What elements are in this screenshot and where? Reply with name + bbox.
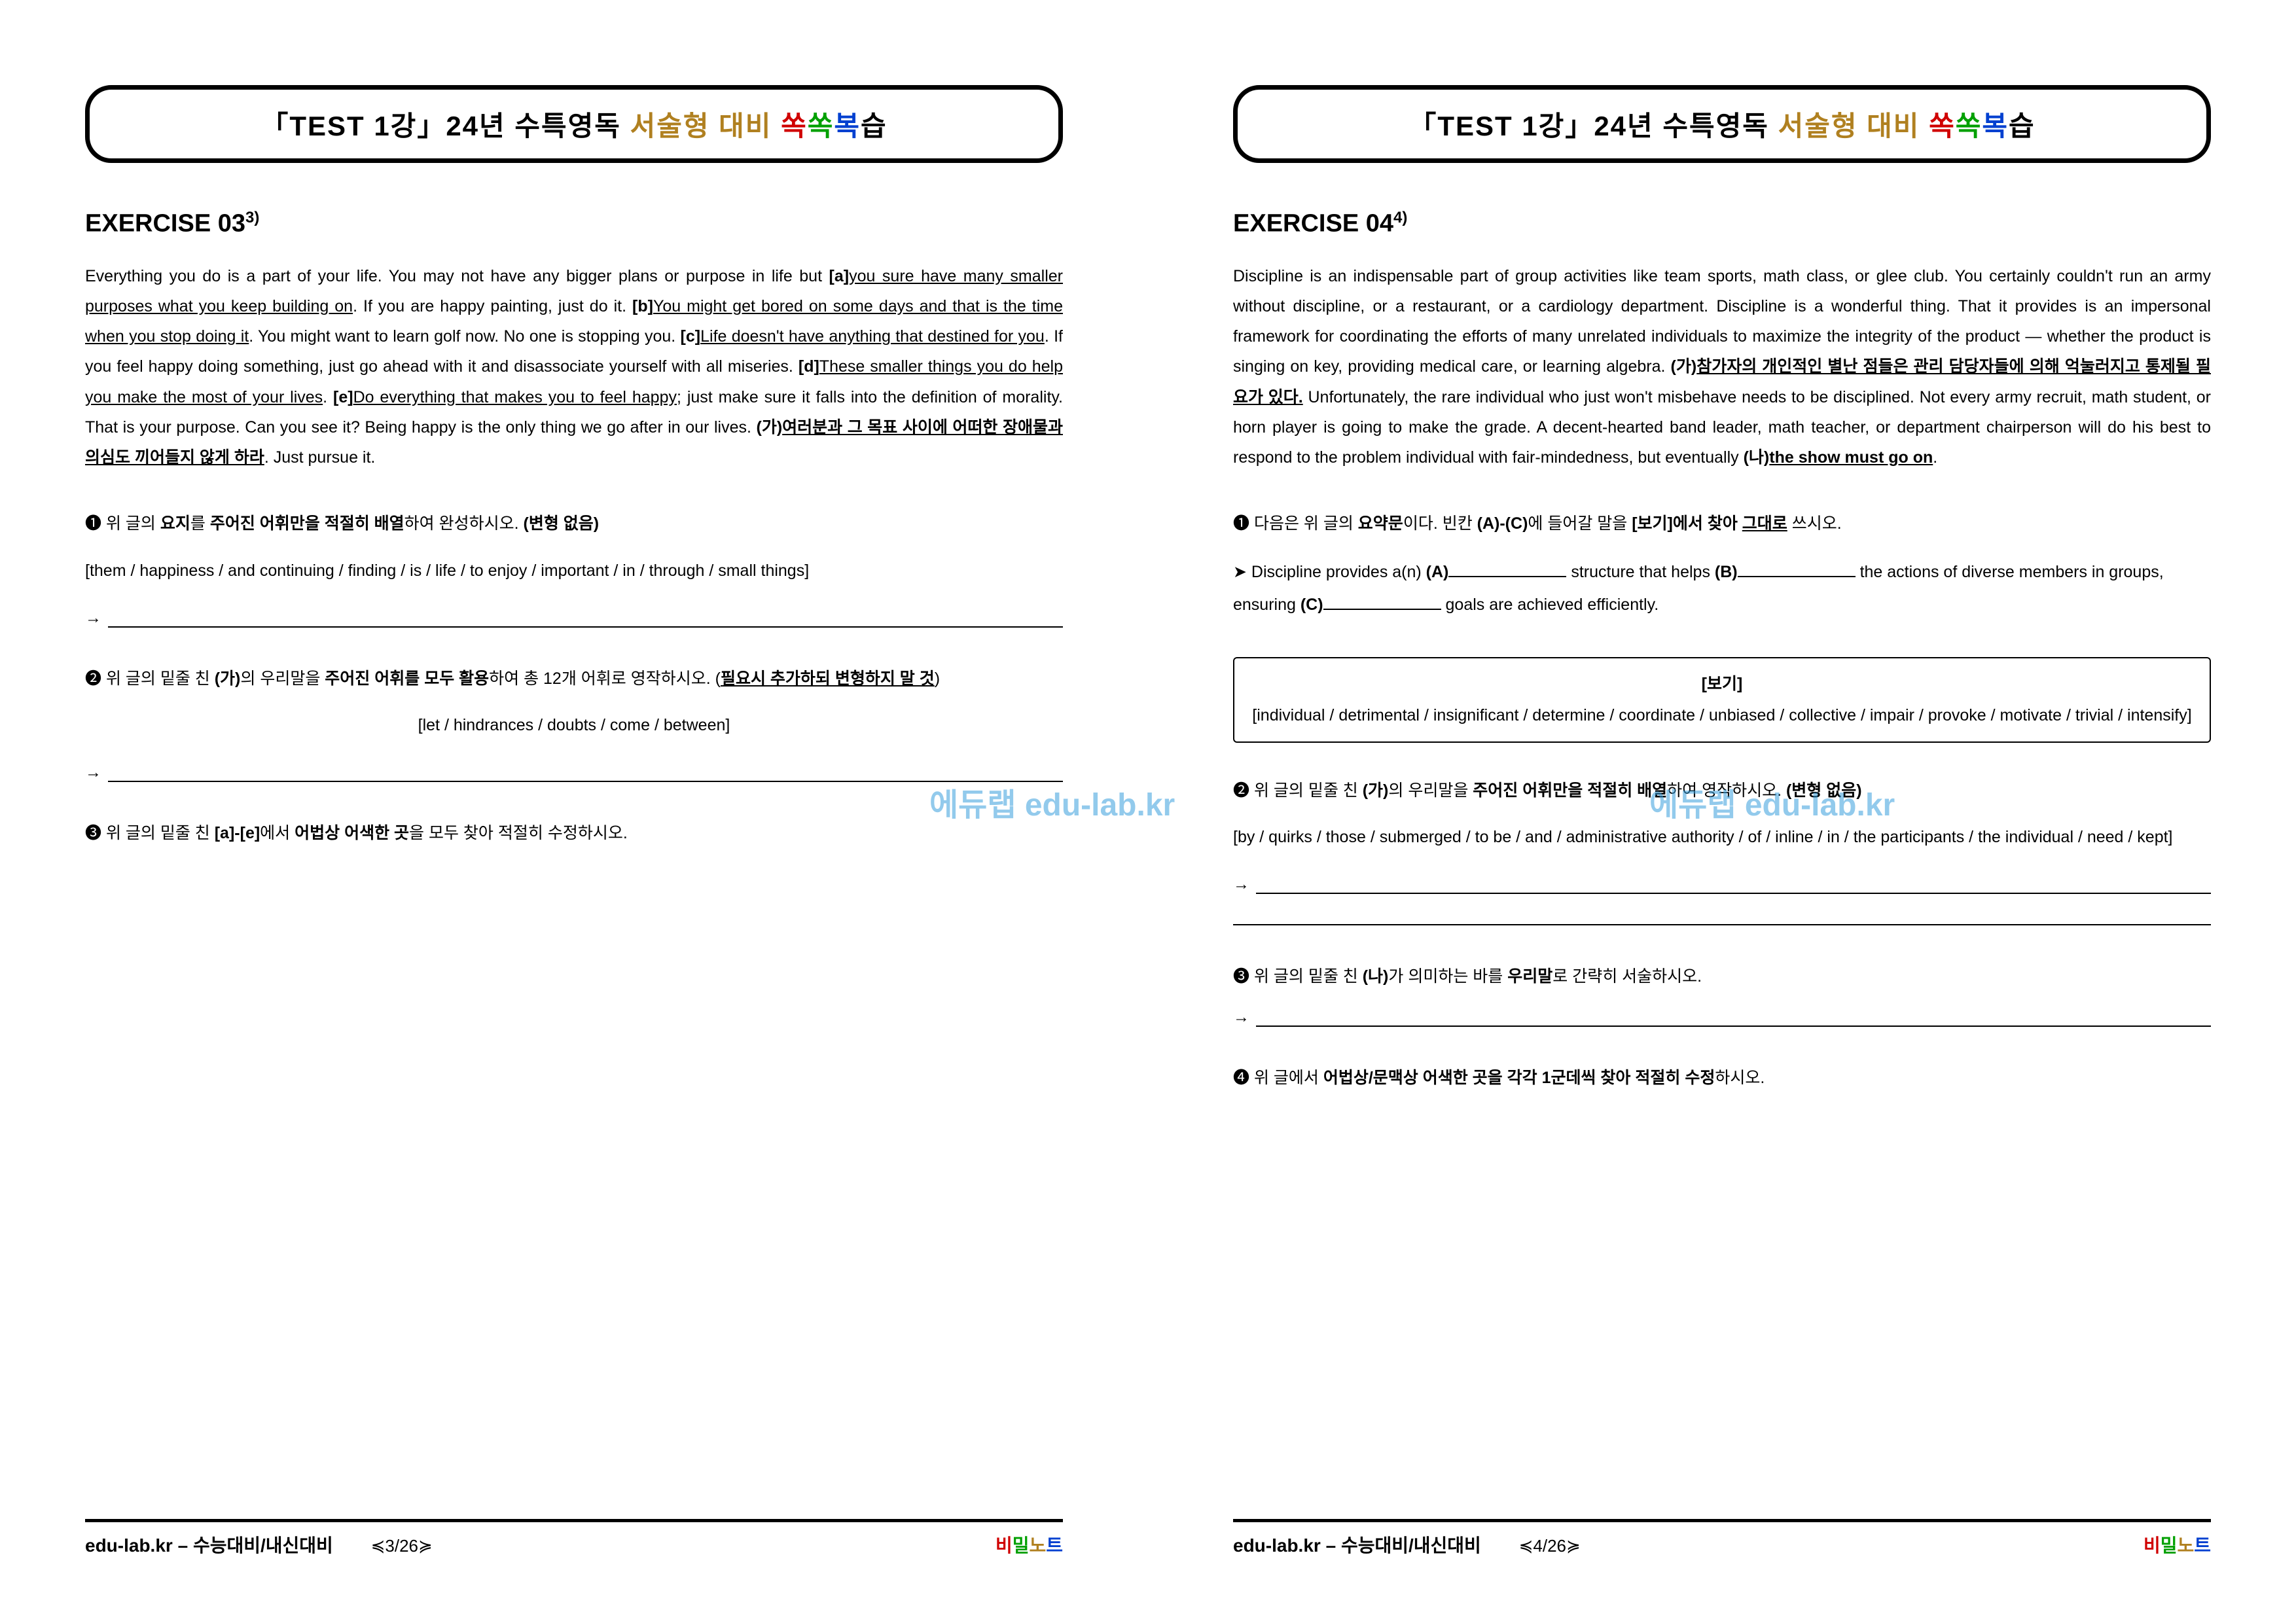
- lesson-header: 「TEST 1강」24년 수특영독 서술형 대비 쏙쏙복습: [1233, 85, 2211, 163]
- exercise-title: EXERCISE 044): [1233, 209, 2211, 238]
- exercise-sup: 3): [245, 209, 259, 226]
- brand-char-4: 트: [2194, 1535, 2211, 1556]
- footer-brand: 비밀노트: [2144, 1531, 2211, 1558]
- brand-char-1: 비: [996, 1535, 1013, 1556]
- footer-site: edu-lab.kr – 수능대비/내신대비: [1233, 1535, 1481, 1556]
- arrow-icon: →: [85, 609, 101, 628]
- question-2-block: ❷ 위 글의 밑줄 친 (가)의 우리말을 주어진 어휘를 모두 활용하여 총 …: [85, 664, 1063, 783]
- header-s3: 복: [834, 111, 861, 141]
- question-3-answer-line: →: [1233, 1008, 2211, 1027]
- brand-char-3: 노: [2177, 1535, 2194, 1556]
- arrow-icon: →: [85, 763, 101, 782]
- header-s4: 습: [2009, 111, 2036, 141]
- question-2-block: ❷ 위 글의 밑줄 친 (가)의 우리말을 주어진 어휘만을 적절히 배열하여 …: [1233, 776, 2211, 926]
- brand-char-3: 노: [1029, 1535, 1046, 1556]
- page-left: 「TEST 1강」24년 수특영독 서술형 대비 쏙쏙복습 EXERCISE 0…: [0, 0, 1148, 1623]
- fill-pre: ➤ Discipline provides a(n): [1233, 563, 1426, 581]
- blank-b: [1738, 563, 1856, 577]
- exercise-title: EXERCISE 033): [85, 209, 1063, 238]
- header-part2: 서술형 대비: [1778, 111, 1929, 141]
- blank-c: [1323, 596, 1441, 610]
- question-3: ❸ 위 글의 밑줄 친 [a]-[e]에서 어법상 어색한 곳을 모두 찾아 적…: [85, 818, 1063, 848]
- word-bank-body: [individual / detrimental / insignifican…: [1251, 702, 2193, 730]
- header-s1: 쏙: [781, 111, 808, 141]
- word-bank-box: [보기] [individual / detrimental / insigni…: [1233, 657, 2211, 743]
- lesson-header-text: 「TEST 1강」24년 수특영독 서술형 대비 쏙쏙복습: [260, 111, 887, 141]
- question-1: ❶ 위 글의 요지를 주어진 어휘만을 적절히 배열하여 완성하시오. (변형 …: [85, 508, 1063, 539]
- brand-char-2: 밀: [2161, 1535, 2178, 1556]
- question-2: ❷ 위 글의 밑줄 친 (가)의 우리말을 주어진 어휘를 모두 활용하여 총 …: [85, 664, 1063, 694]
- lesson-header: 「TEST 1강」24년 수특영독 서술형 대비 쏙쏙복습: [85, 85, 1063, 163]
- arrow-icon: →: [1233, 1008, 1249, 1027]
- footer-page-number: ≼3/26≽: [371, 1536, 433, 1556]
- question-1-fill: ➤ Discipline provides a(n) (A) structure…: [1233, 556, 2211, 621]
- question-2-answer-line: →: [1233, 875, 2211, 894]
- fill-mid1: structure that helps: [1566, 563, 1715, 581]
- footer-page-number: ≼4/26≽: [1519, 1536, 1581, 1556]
- header-s2: 쏙: [808, 111, 834, 141]
- page-footer: edu-lab.kr – 수능대비/내신대비 ≼4/26≽ 비밀노트: [1233, 1519, 2211, 1558]
- question-1-answer-line: →: [85, 609, 1063, 628]
- footer-left-group: edu-lab.kr – 수능대비/내신대비 ≼4/26≽: [1233, 1531, 1581, 1558]
- blank-c-label: (C): [1300, 596, 1323, 614]
- header-s3: 복: [1982, 111, 2009, 141]
- page-footer: edu-lab.kr – 수능대비/내신대비 ≼3/26≽ 비밀노트: [85, 1519, 1063, 1558]
- question-1-word-bank: [them / happiness / and continuing / fin…: [85, 556, 1063, 586]
- footer-site: edu-lab.kr – 수능대비/내신대비: [85, 1535, 333, 1556]
- question-1: ❶ 다음은 위 글의 요약문이다. 빈칸 (A)-(C)에 들어갈 말을 [보기…: [1233, 508, 2211, 539]
- word-bank-title: [보기]: [1251, 670, 2193, 698]
- header-part2: 서술형 대비: [630, 111, 781, 141]
- question-2-word-bank: [let / hindrances / doubts / come / betw…: [85, 710, 1063, 740]
- question-2-word-bank: [by / quirks / those / submerged / to be…: [1233, 822, 2211, 852]
- arrow-icon: →: [1233, 875, 1249, 894]
- question-1-block: ❶ 위 글의 요지를 주어진 어휘만을 적절히 배열하여 완성하시오. (변형 …: [85, 508, 1063, 628]
- header-prefix: 「TEST 1강」24년 수특영독: [1408, 111, 1778, 141]
- header-prefix: 「TEST 1강」24년 수특영독: [260, 111, 630, 141]
- question-4-block: ❹ 위 글에서 어법상/문맥상 어색한 곳을 각각 1군데씩 찾아 적절히 수정…: [1233, 1063, 2211, 1093]
- passage: Everything you do is a part of your life…: [85, 261, 1063, 473]
- brand-char-4: 트: [1046, 1535, 1063, 1556]
- blank-b-label: (B): [1715, 563, 1738, 581]
- header-s4: 습: [861, 111, 888, 141]
- header-s1: 쏙: [1929, 111, 1956, 141]
- fill-end: goals are achieved efficiently.: [1441, 596, 1659, 614]
- footer-left-group: edu-lab.kr – 수능대비/내신대비 ≼3/26≽: [85, 1531, 433, 1558]
- header-s2: 쏙: [1956, 111, 1982, 141]
- lesson-header-text: 「TEST 1강」24년 수특영독 서술형 대비 쏙쏙복습: [1408, 111, 2035, 141]
- question-3: ❸ 위 글의 밑줄 친 (나)가 의미하는 바를 우리말로 간략히 서술하시오.: [1233, 961, 2211, 991]
- question-3-block: ❸ 위 글의 밑줄 친 [a]-[e]에서 어법상 어색한 곳을 모두 찾아 적…: [85, 818, 1063, 848]
- blank-a-label: (A): [1426, 563, 1449, 581]
- footer-brand: 비밀노트: [996, 1531, 1063, 1558]
- question-1-block: ❶ 다음은 위 글의 요약문이다. 빈칸 (A)-(C)에 들어갈 말을 [보기…: [1233, 508, 2211, 620]
- passage: Discipline is an indispensable part of g…: [1233, 261, 2211, 473]
- exercise-label: EXERCISE 03: [85, 210, 245, 238]
- question-4: ❹ 위 글에서 어법상/문맥상 어색한 곳을 각각 1군데씩 찾아 적절히 수정…: [1233, 1063, 2211, 1093]
- question-3-block: ❸ 위 글의 밑줄 친 (나)가 의미하는 바를 우리말로 간략히 서술하시오.…: [1233, 961, 2211, 1027]
- brand-char-1: 비: [2144, 1535, 2161, 1556]
- question-2-answer-line: →: [85, 763, 1063, 782]
- question-2: ❷ 위 글의 밑줄 친 (가)의 우리말을 주어진 어휘만을 적절히 배열하여 …: [1233, 776, 2211, 806]
- brand-char-2: 밀: [1013, 1535, 1030, 1556]
- page-right: 「TEST 1강」24년 수특영독 서술형 대비 쏙쏙복습 EXERCISE 0…: [1148, 0, 2296, 1623]
- question-2-answer-line-2: [1233, 907, 2211, 925]
- exercise-label: EXERCISE 04: [1233, 210, 1393, 238]
- exercise-sup: 4): [1393, 209, 1407, 226]
- blank-a: [1448, 563, 1566, 577]
